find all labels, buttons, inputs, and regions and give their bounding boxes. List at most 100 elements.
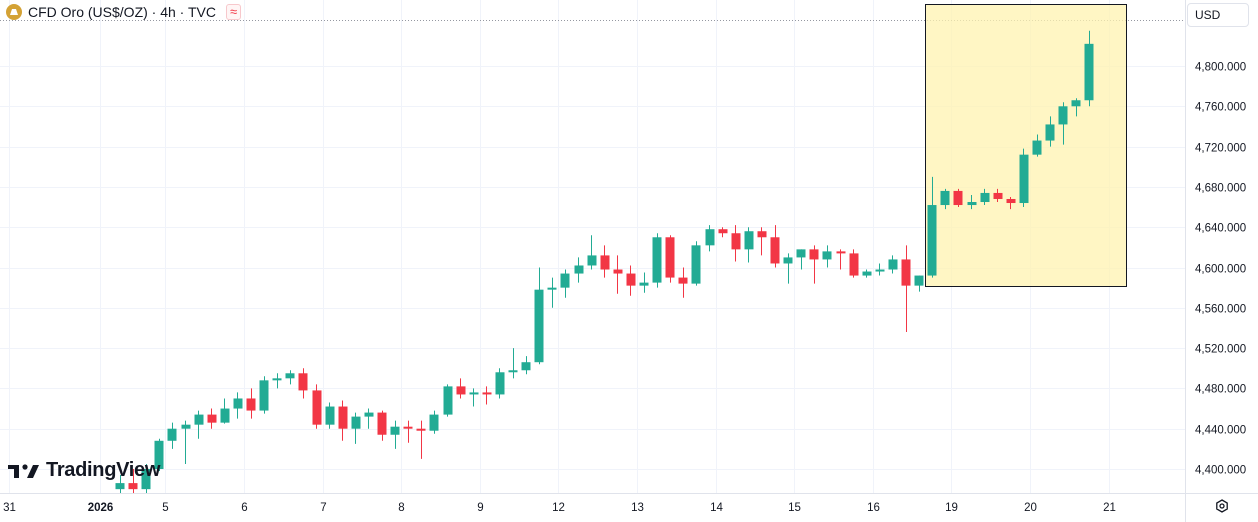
candle-body (351, 416, 361, 429)
settings-button[interactable] (1212, 496, 1232, 516)
candle (482, 386, 492, 405)
candle-body (980, 192, 990, 203)
candle-body (377, 412, 387, 435)
time-tick-label: 19 (945, 502, 958, 514)
currency-button[interactable]: USD (1187, 3, 1249, 27)
candle (718, 227, 728, 238)
candle-body (705, 229, 715, 246)
highlight-box[interactable] (925, 4, 1127, 287)
candle (600, 245, 610, 278)
candle (141, 463, 151, 493)
candle-body (809, 249, 819, 260)
candle-body (652, 237, 662, 283)
time-tick-label: 9 (477, 502, 483, 514)
candle-body (560, 273, 570, 288)
time-tick-label: 13 (631, 502, 644, 514)
candle (927, 176, 937, 278)
candle (390, 420, 400, 449)
candle-body (744, 231, 754, 250)
candle (849, 249, 859, 278)
candle-body (1071, 100, 1081, 107)
gold-coin-icon (6, 4, 22, 20)
candle-body (390, 426, 400, 435)
candle-body (953, 190, 963, 206)
candle-body (639, 282, 649, 286)
time-tick-label: 5 (162, 502, 168, 514)
candle-body (246, 398, 256, 411)
time-tick-label: 14 (710, 502, 723, 514)
candle-body (167, 428, 177, 441)
candle-body (298, 373, 308, 391)
candle-body (691, 245, 701, 284)
candle (364, 408, 374, 429)
candle (1032, 134, 1042, 157)
candle (796, 249, 806, 270)
candle-body (783, 257, 793, 264)
candle (1045, 116, 1055, 147)
candle (403, 420, 413, 443)
candle (613, 255, 623, 294)
candle (1019, 148, 1029, 208)
candle (443, 384, 453, 417)
candle (691, 241, 701, 286)
candle-body (587, 255, 597, 266)
candle-body (403, 426, 413, 429)
candle (167, 422, 177, 449)
price-tick-label: 4,640.000 (1195, 223, 1246, 235)
candle (351, 412, 361, 444)
candle (665, 235, 675, 283)
candle (967, 194, 977, 210)
candle (154, 438, 164, 472)
highlight-rectangle[interactable] (925, 4, 1127, 287)
candle-body (1006, 198, 1016, 204)
candle-body (822, 251, 832, 260)
currency-label: USD (1195, 8, 1221, 22)
candle (181, 420, 191, 464)
candle (272, 373, 282, 389)
candle (980, 188, 990, 206)
candle-body (836, 251, 846, 254)
candle (312, 384, 322, 429)
tradingview-logo[interactable]: TradingView (8, 459, 160, 482)
candle (731, 225, 741, 262)
candle-body (325, 406, 335, 425)
candle-body (875, 269, 885, 272)
candle (1084, 30, 1094, 107)
candle (1006, 196, 1016, 210)
candle-body (495, 372, 505, 395)
time-tick-label: 2026 (88, 502, 114, 514)
candle-body (993, 192, 1003, 199)
candle (325, 402, 335, 429)
candle-body (796, 249, 806, 258)
candle-body (207, 414, 217, 423)
time-tick-label: 21 (1103, 502, 1116, 514)
candle-body (429, 414, 439, 431)
candle-body (338, 406, 348, 429)
candle-body (914, 275, 924, 286)
candle (246, 388, 256, 419)
candle-body (272, 378, 282, 381)
candle (836, 249, 846, 270)
candle-body (285, 373, 295, 379)
candle-body (862, 271, 872, 276)
time-tick-label: 8 (398, 502, 404, 514)
candle (128, 469, 138, 493)
candle-body (888, 259, 898, 270)
candle (993, 188, 1003, 203)
candle-body (181, 424, 191, 429)
time-axis[interactable]: 31 2026 5 6 7 8 9 12 13 14 15 16 19 20 21 (0, 493, 1258, 515)
candle (744, 227, 754, 263)
price-tick-label: 4,760.000 (1195, 102, 1246, 114)
candle (233, 392, 243, 419)
symbol-header[interactable]: CFD Oro (US$/OZ) · 4h · TVC ≈ (6, 4, 242, 20)
tradingview-logo-icon (8, 463, 39, 478)
candle-body (259, 380, 269, 411)
price-axis[interactable]: 4,400.000 4,440.000 4,480.000 4,520.000 4,56… (1185, 0, 1247, 522)
candle-body (967, 202, 977, 206)
time-tick-label: 6 (241, 502, 247, 514)
price-tick-label: 4,520.000 (1195, 344, 1246, 356)
candle (770, 225, 780, 268)
candle (194, 410, 204, 439)
candle-body (1084, 43, 1094, 101)
